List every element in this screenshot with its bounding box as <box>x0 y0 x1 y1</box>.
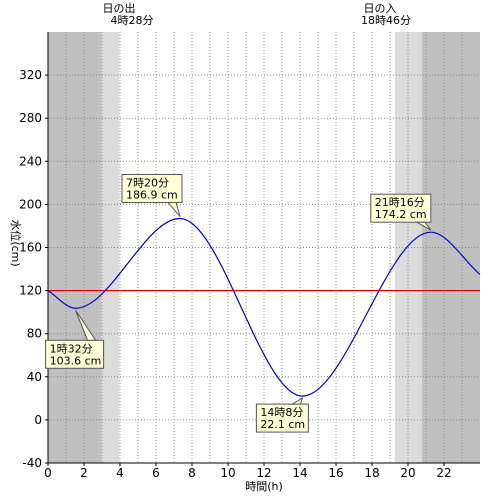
x-tick-label: 10 <box>220 466 235 480</box>
x-tick-label: 20 <box>400 466 415 480</box>
callout-box <box>255 403 309 433</box>
x-tick-label: 0 <box>44 466 52 480</box>
x-tick-label: 2 <box>80 466 88 480</box>
callout-time: 21時16分 <box>375 196 425 209</box>
callout-box <box>45 339 105 369</box>
twilight-band-morning <box>101 32 120 463</box>
x-tick-label: 8 <box>188 466 196 480</box>
y-tick-label: 40 <box>27 370 42 384</box>
x-axis-title: 時間(h) <box>245 480 283 493</box>
y-tick-label: 80 <box>27 327 42 341</box>
callout-value: 103.6 cm <box>50 354 102 367</box>
y-tick-label: 120 <box>19 284 42 298</box>
y-tick-label: 0 <box>34 413 42 427</box>
y-tick-label: 200 <box>19 197 42 211</box>
y-axis-title: 水位(cm) <box>9 219 23 266</box>
night-band-morning <box>48 32 102 463</box>
callout-pointer <box>166 202 181 217</box>
y-tick-label: 160 <box>19 241 42 255</box>
sunset-label: 日の入 <box>364 2 397 15</box>
y-tick-label: 280 <box>19 111 42 125</box>
sunset-time: 18時46分 <box>361 14 411 27</box>
callout-time: 14時8分 <box>260 406 303 419</box>
x-tick-label: 14 <box>292 466 307 480</box>
x-tick-label: 12 <box>256 466 271 480</box>
y-tick-label: 240 <box>19 154 42 168</box>
y-tick-label: 320 <box>19 68 42 82</box>
callout-pointer <box>414 221 432 231</box>
daylight-band <box>119 32 395 463</box>
callout-value: 22.1 cm <box>260 418 305 431</box>
callout-value: 186.9 cm <box>126 189 178 202</box>
callout-box <box>121 174 183 204</box>
callout-pointer <box>290 396 304 405</box>
tide-curve <box>47 217 481 397</box>
callout-time: 7時20分 <box>126 177 169 190</box>
callout-time: 1時32分 <box>50 342 93 355</box>
callout-box <box>370 193 432 223</box>
x-tick-label: 16 <box>328 466 343 480</box>
sun-labels: 日の出 4時28分 日の入 18時46分 <box>103 1 412 27</box>
x-tick-label: 6 <box>152 466 160 480</box>
x-tick-label: 18 <box>364 466 379 480</box>
callout-value: 174.2 cm <box>375 208 427 221</box>
sunrise-label: 日の出 <box>103 1 136 15</box>
x-tick-label: 4 <box>116 466 124 480</box>
callout-pointer <box>75 309 97 341</box>
x-tick-label: 22 <box>436 466 451 480</box>
y-tick-label: -40 <box>22 456 42 470</box>
sunrise-time: 4時28分 <box>111 14 154 27</box>
tide-curve-group <box>47 217 481 397</box>
